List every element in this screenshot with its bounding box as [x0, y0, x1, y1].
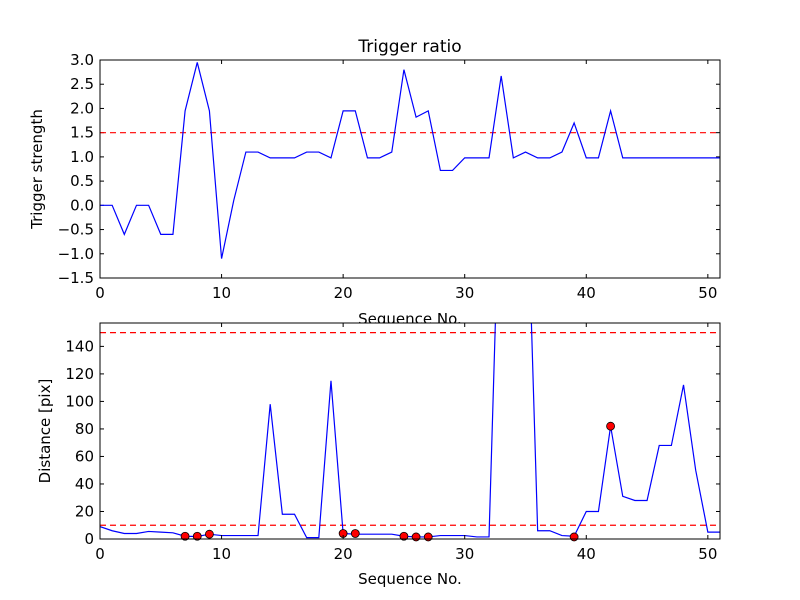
y-tick-label: 60 — [75, 447, 94, 465]
x-tick-label: 20 — [334, 284, 353, 302]
axes-frame-bottom — [99, 322, 721, 540]
data-marker — [399, 531, 409, 541]
y-tick-label: 0.0 — [70, 196, 94, 214]
bottom-subplot: 0 20 40 60 80 100 120 140 0 10 20 30 40 50 Sequence … — [36, 322, 721, 588]
y-tick-label: 1.0 — [70, 148, 94, 166]
data-marker — [192, 531, 202, 541]
y-tick-label: 100 — [65, 392, 94, 410]
y-axis-label-top: Trigger strength — [28, 109, 46, 230]
y-ticks-top: −1.5 −1.0 −0.5 0.0 0.5 1.0 1.5 2.0 2.5 3.0 — [58, 51, 720, 287]
x-tick-label: 10 — [212, 545, 231, 563]
x-tick-label: 40 — [577, 284, 596, 302]
plot-area-bottom — [100, 323, 720, 539]
x-tick-label: 30 — [455, 545, 474, 563]
x-tick-label: 40 — [577, 545, 596, 563]
series-top — [100, 62, 720, 259]
y-tick-label: 40 — [75, 475, 94, 493]
x-tick-label: 50 — [698, 545, 717, 563]
x-tick-label: 50 — [698, 284, 717, 302]
data-marker — [180, 531, 190, 541]
x-ticks-bottom: 0 10 20 30 40 50 — [95, 323, 717, 563]
x-axis-label-bottom: Sequence No. — [358, 570, 462, 588]
x-tick-label: 20 — [334, 545, 353, 563]
y-tick-label: 140 — [65, 337, 94, 355]
y-axis-label-bottom: Distance [pix] — [36, 379, 54, 484]
y-tick-label: −1.0 — [58, 245, 94, 263]
y-tick-label: 2.5 — [70, 75, 94, 93]
y-tick-label: 20 — [75, 502, 94, 520]
top-subplot: Trigger ratio −1.5 −1.0 −0.5 0.0 0.5 1.0 1.5 2.… — [28, 37, 721, 328]
y-tick-label: 1.5 — [70, 124, 94, 142]
series-line — [100, 62, 720, 259]
chart-title: Trigger ratio — [357, 37, 461, 57]
y-tick-label: 0.5 — [70, 172, 94, 190]
y-tick-label: −0.5 — [58, 221, 94, 239]
data-marker — [205, 529, 214, 539]
x-tick-label: 10 — [212, 284, 231, 302]
x-tick-label: 30 — [455, 284, 474, 302]
y-tick-label: 120 — [65, 365, 94, 383]
y-tick-label: 2.0 — [70, 99, 94, 117]
x-ticks-top: 0 10 20 30 40 50 — [95, 60, 717, 302]
threshold-lines-bottom — [100, 332, 720, 526]
series-line — [100, 323, 720, 539]
data-marker — [350, 529, 360, 538]
data-marker — [569, 532, 579, 542]
x-tick-label: 0 — [95, 545, 105, 563]
y-tick-label: 0 — [84, 530, 94, 548]
plot-area-top — [100, 60, 720, 278]
data-marker — [411, 532, 421, 542]
y-ticks-bottom: 0 20 40 60 80 100 120 140 — [65, 337, 720, 548]
x-tick-label: 0 — [95, 284, 105, 302]
y-tick-label: 3.0 — [70, 51, 94, 69]
y-tick-label: −1.5 — [58, 269, 94, 287]
axes-frame-top — [99, 59, 721, 279]
data-marker — [423, 532, 433, 542]
y-tick-label: 80 — [75, 420, 94, 438]
data-marker — [606, 421, 615, 431]
series-bottom — [100, 323, 720, 539]
